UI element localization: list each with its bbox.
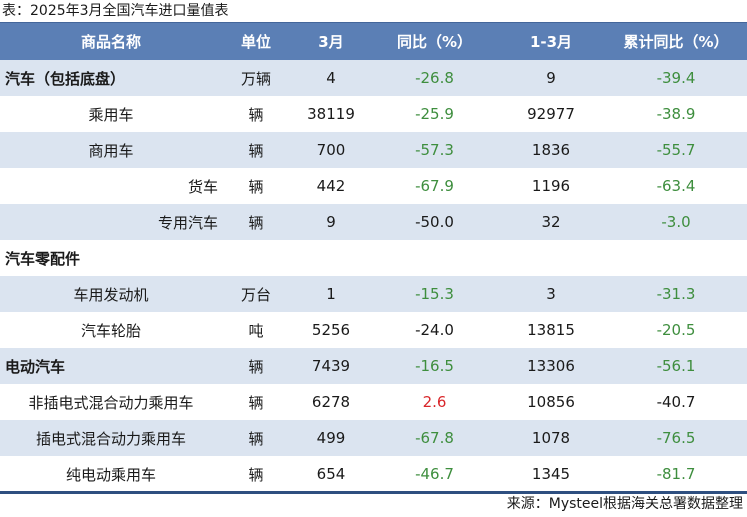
row-cumulative-value: 32	[541, 213, 561, 231]
row-month-value: 700	[316, 141, 346, 159]
table-row: 电动汽车 辆 7439 -16.5 13306 -56.1	[0, 348, 747, 384]
row-month-value: 38119	[307, 105, 355, 123]
row-unit: 万台	[240, 285, 271, 304]
row-cumulative-yoy: -81.7	[656, 465, 696, 483]
row-name: 汽车零配件	[5, 249, 81, 268]
row-month-value: 4	[326, 69, 336, 87]
row-cumulative-yoy: -38.9	[656, 105, 696, 123]
column-header-name: 商品名称	[80, 33, 141, 51]
table-row: 货车 辆 442 -67.9 1196 -63.4	[0, 168, 747, 204]
row-cumulative-yoy: -20.5	[656, 321, 696, 339]
table-row: 非插电式混合动力乘用车 辆 6278 2.6 10856 -40.7	[0, 384, 747, 420]
source-note: 来源：Mysteel根据海关总署数据整理	[506, 496, 743, 512]
row-name: 汽车（包括底盘）	[5, 69, 126, 88]
row-unit: 辆	[248, 177, 264, 196]
table-row: 专用汽车 辆 9 -50.0 32 -3.0	[0, 204, 747, 240]
table-row: 乘用车 辆 38119 -25.9 92977 -38.9	[0, 96, 747, 132]
row-unit: 辆	[248, 429, 264, 448]
row-yoy: -57.3	[415, 141, 454, 159]
table-row: 车用发动机 万台 1 -15.3 3 -31.3	[0, 276, 747, 312]
row-name: 乘用车	[88, 105, 134, 124]
table-row: 商用车 辆 700 -57.3 1836 -55.7	[0, 132, 747, 168]
row-unit: 辆	[248, 465, 264, 484]
row-cumulative-value: 13306	[527, 357, 575, 375]
row-cumulative-value: 9	[546, 69, 556, 87]
table-row: 汽车零配件	[0, 240, 747, 276]
row-cumulative-value: 1836	[531, 141, 571, 159]
row-yoy: -24.0	[415, 321, 454, 339]
row-cumulative-value: 1345	[531, 465, 571, 483]
column-header-unit: 单位	[240, 33, 271, 51]
row-cumulative-value: 3	[546, 285, 556, 303]
table-caption: 表：2025年3月全国汽车进口量值表	[2, 3, 229, 19]
row-cumulative-yoy: -40.7	[656, 393, 696, 411]
row-yoy: -46.7	[415, 465, 454, 483]
row-cumulative-yoy: -3.0	[661, 213, 691, 231]
row-month-value: 6278	[311, 393, 351, 411]
row-unit: 辆	[248, 105, 264, 124]
row-name: 货车	[187, 177, 218, 196]
row-cumulative-value: 10856	[527, 393, 575, 411]
row-name: 电动汽车	[5, 357, 66, 376]
row-name: 非插电式混合动力乘用车	[28, 393, 194, 412]
row-month-value: 654	[316, 465, 346, 483]
row-month-value: 7439	[311, 357, 351, 375]
footer-divider	[0, 491, 747, 494]
table-header: 商品名称 单位 3月 同比（%） 1-3月 累计同比（%）	[0, 22, 747, 60]
table-row: 纯电动乘用车 辆 654 -46.7 1345 -81.7	[0, 456, 747, 492]
row-yoy: -67.8	[415, 429, 454, 447]
row-unit: 辆	[248, 393, 264, 412]
row-name: 专用汽车	[157, 213, 218, 232]
row-unit: 辆	[248, 141, 264, 160]
row-month-value: 1	[326, 285, 336, 303]
table-row: 汽车（包括底盘） 万辆 4 -26.8 9 -39.4	[0, 60, 747, 96]
row-cumulative-value: 92977	[527, 105, 575, 123]
row-yoy: -25.9	[415, 105, 454, 123]
table-row: 汽车轮胎 吨 5256 -24.0 13815 -20.5	[0, 312, 747, 348]
table-row: 插电式混合动力乘用车 辆 499 -67.8 1078 -76.5	[0, 420, 747, 456]
column-header-cumulative-yoy: 累计同比（%）	[623, 33, 729, 51]
row-unit: 吨	[248, 321, 264, 340]
row-month-value: 442	[316, 177, 346, 195]
row-cumulative-value: 1078	[531, 429, 571, 447]
row-yoy: -26.8	[415, 69, 454, 87]
row-cumulative-value: 13815	[527, 321, 575, 339]
row-cumulative-value: 1196	[531, 177, 571, 195]
row-name: 车用发动机	[73, 285, 149, 304]
row-name: 汽车轮胎	[80, 321, 141, 340]
column-header-month: 3月	[318, 33, 344, 51]
row-unit: 辆	[248, 213, 264, 232]
row-month-value: 5256	[311, 321, 351, 339]
row-cumulative-yoy: -39.4	[656, 69, 696, 87]
row-cumulative-yoy: -55.7	[656, 141, 696, 159]
row-cumulative-yoy: -56.1	[656, 357, 696, 375]
column-header-cumulative: 1-3月	[529, 33, 573, 51]
row-month-value: 9	[326, 213, 336, 231]
column-header-yoy: 同比（%）	[396, 33, 473, 51]
row-yoy: -50.0	[415, 213, 454, 231]
row-cumulative-yoy: -76.5	[656, 429, 696, 447]
row-yoy: -16.5	[415, 357, 454, 375]
row-yoy: -15.3	[415, 285, 454, 303]
row-yoy: -67.9	[415, 177, 454, 195]
row-cumulative-yoy: -63.4	[656, 177, 696, 195]
row-month-value: 499	[316, 429, 346, 447]
row-cumulative-yoy: -31.3	[656, 285, 696, 303]
row-name: 商用车	[88, 141, 134, 160]
row-name: 纯电动乘用车	[65, 465, 156, 484]
row-name: 插电式混合动力乘用车	[35, 429, 186, 448]
row-unit: 辆	[248, 357, 264, 376]
row-unit: 万辆	[240, 69, 271, 88]
row-yoy: 2.6	[422, 393, 447, 411]
import-table: 商品名称 单位 3月 同比（%） 1-3月 累计同比（%） 汽车（包括底盘） 万…	[0, 22, 747, 492]
